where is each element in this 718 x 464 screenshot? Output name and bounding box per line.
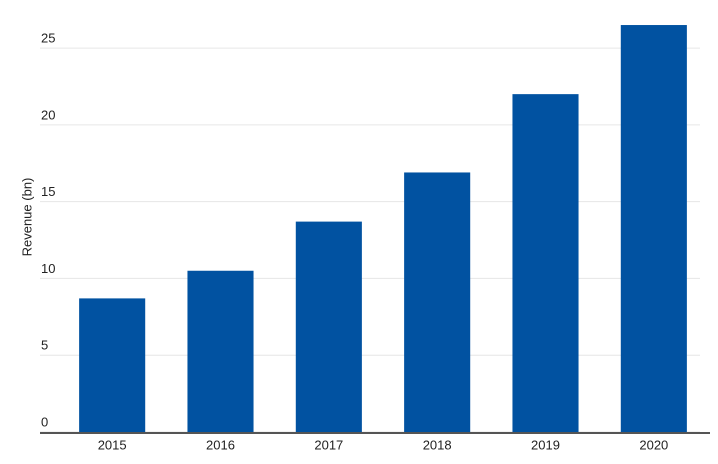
bar (404, 172, 471, 432)
y-tick-label: 5 (41, 338, 48, 353)
bar (620, 25, 687, 433)
x-tick-label: 2015 (98, 437, 127, 452)
x-tick-label: 2020 (639, 437, 668, 452)
bar (512, 94, 579, 433)
x-tick-label: 2017 (314, 437, 343, 452)
bar (79, 298, 146, 432)
y-tick-label: 10 (41, 261, 55, 276)
y-tick-label: 0 (41, 414, 48, 429)
bar (187, 270, 254, 432)
y-tick-label: 15 (41, 184, 55, 199)
y-axis-label: Revenue (bn) (19, 178, 34, 257)
y-tick-label: 20 (41, 107, 55, 122)
x-tick-label: 2018 (423, 437, 452, 452)
x-tick-label: 2016 (206, 437, 235, 452)
y-tick-label: 25 (41, 31, 55, 46)
bar (295, 221, 362, 432)
x-tick-label: 2019 (531, 437, 560, 452)
